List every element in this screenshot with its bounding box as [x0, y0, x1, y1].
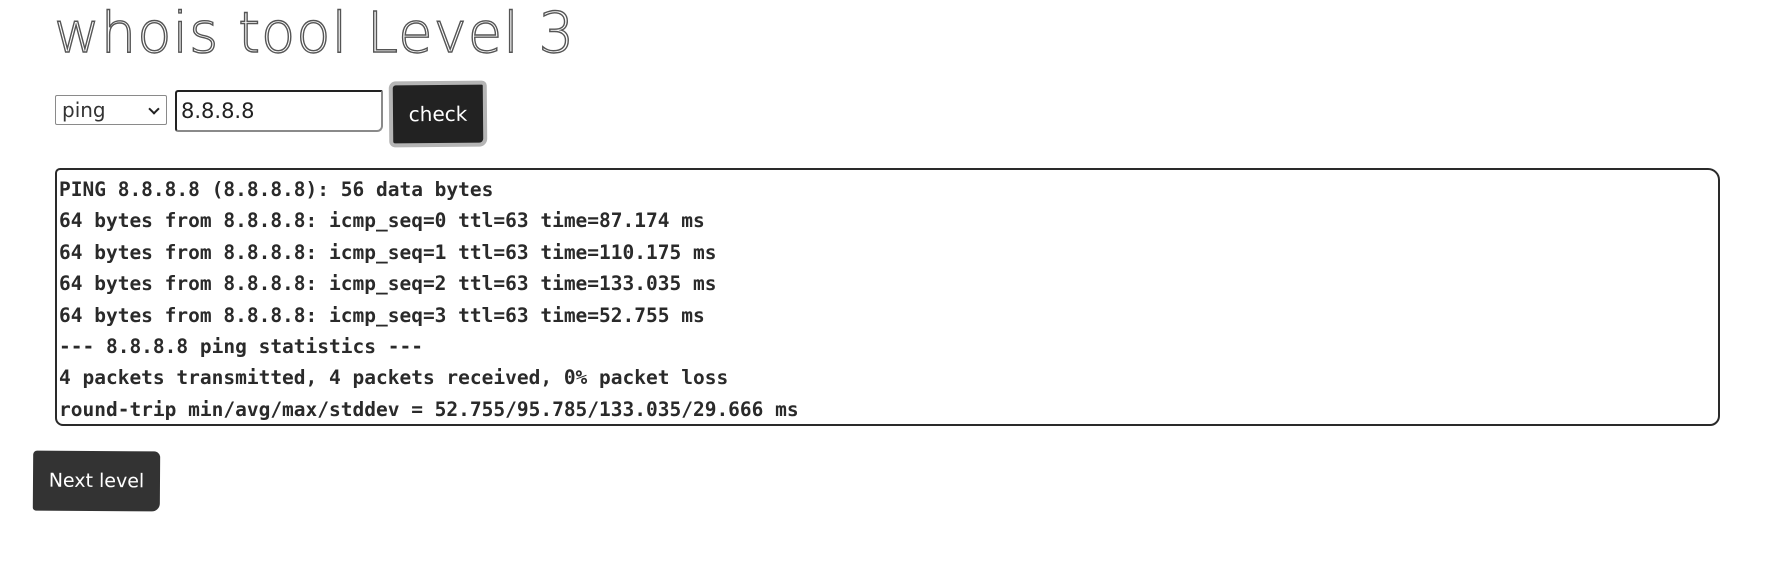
output-line: 64 bytes from 8.8.8.8: icmp_seq=2 ttl=63… — [59, 272, 717, 296]
command-select-value: ping — [62, 98, 106, 122]
output-line: round-trip min/avg/max/stddev = 52.755/9… — [59, 397, 799, 421]
output-line: PING 8.8.8.8 (8.8.8.8): 56 data bytes — [59, 178, 494, 201]
chevron-down-icon — [148, 103, 160, 115]
output-line: 64 bytes from 8.8.8.8: icmp_seq=3 ttl=63… — [59, 303, 705, 327]
output-line: 64 bytes from 8.8.8.8: icmp_seq=0 ttl=63… — [59, 209, 705, 233]
page-title: whois tool Level 3 — [53, 0, 576, 66]
host-input[interactable] — [175, 89, 383, 132]
command-select[interactable]: ping — [55, 95, 167, 125]
check-button[interactable]: check — [388, 80, 488, 148]
next-level-button[interactable]: Next level — [32, 450, 161, 512]
output-line: 64 bytes from 8.8.8.8: icmp_seq=1 ttl=63… — [59, 240, 717, 264]
output-line: 4 packets transmitted, 4 packets receive… — [59, 366, 729, 390]
tool-form: ping check — [55, 80, 488, 148]
command-output: PING 8.8.8.8 (8.8.8.8): 56 data bytes 64… — [55, 168, 1720, 426]
output-line: --- 8.8.8.8 ping statistics --- — [59, 335, 423, 359]
